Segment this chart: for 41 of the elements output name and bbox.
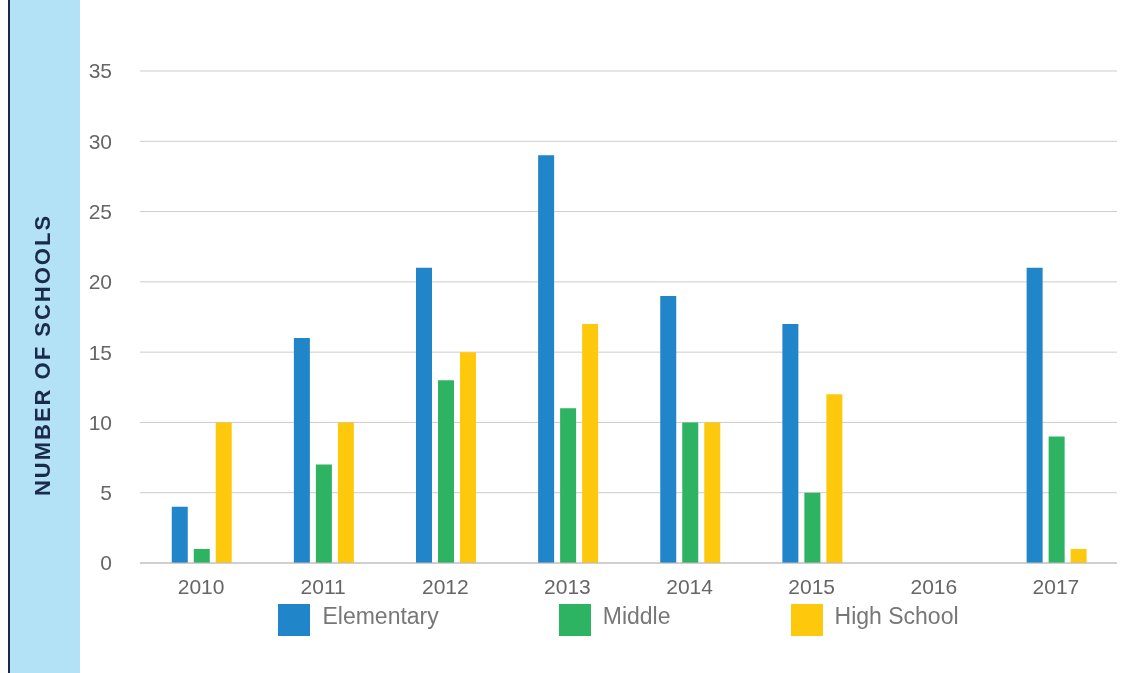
- x-tick-label: 2010: [177, 574, 225, 598]
- bar: [538, 155, 555, 563]
- y-tick-label: 30: [88, 129, 112, 153]
- legend-label: Middle: [602, 603, 671, 629]
- y-tick-label: 20: [88, 270, 112, 294]
- bar: [171, 506, 188, 563]
- y-tick-label: 10: [88, 410, 112, 434]
- bar: [660, 295, 677, 563]
- bar: [560, 408, 577, 563]
- bar: [293, 338, 310, 563]
- x-tick-label: 2011: [300, 574, 346, 598]
- bar: [804, 492, 821, 563]
- y-tick-label: 25: [88, 200, 112, 224]
- x-tick-label: 2014: [666, 574, 714, 598]
- bar: [337, 422, 354, 563]
- bar: [704, 422, 721, 563]
- bar: [1026, 267, 1043, 563]
- bar: [582, 324, 599, 563]
- x-tick-label: 2015: [788, 574, 836, 598]
- x-tick-label: 2017: [1032, 574, 1080, 598]
- bar: [826, 394, 843, 563]
- legend-label: High School: [834, 603, 959, 629]
- legend-label: Elementary: [322, 603, 439, 629]
- bar: [1048, 436, 1065, 563]
- bar: [1070, 548, 1087, 563]
- y-tick-label: 5: [100, 481, 112, 505]
- y-tick-label: 0: [100, 551, 112, 575]
- x-tick-label: 2012: [421, 574, 469, 598]
- bar: [438, 380, 454, 563]
- x-tick-label: 2016: [910, 574, 958, 598]
- bar: [460, 352, 476, 563]
- bar: [215, 422, 232, 563]
- bar: [416, 267, 432, 563]
- y-tick-label: 15: [88, 340, 112, 364]
- bar: [682, 422, 699, 563]
- bar: [193, 548, 210, 563]
- y-tick-label: 35: [88, 59, 112, 83]
- bar: [315, 464, 332, 563]
- y-axis-title: NUMBER OF SCHOOLS: [30, 213, 56, 497]
- x-tick-label: 2013: [544, 574, 591, 598]
- bar: [782, 324, 799, 563]
